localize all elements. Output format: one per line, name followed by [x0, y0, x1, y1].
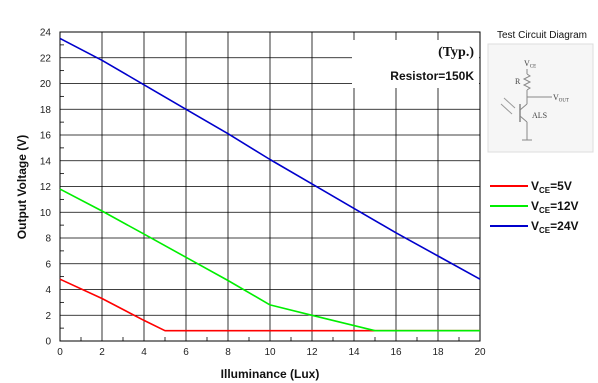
y-tick-label: 14: [40, 156, 52, 167]
x-tick-label: 6: [183, 347, 189, 358]
y-tick-label: 8: [45, 234, 51, 245]
y-tick-label: 18: [40, 105, 52, 116]
test-circuit-vce-label: VCE: [524, 59, 536, 70]
y-tick-label: 12: [40, 182, 52, 193]
x-tick-labels: 0 2 4 6 8 10 12 14 16 18 20: [57, 347, 486, 358]
series-lines: [59, 37, 481, 332]
series-line-3: [59, 37, 481, 280]
x-tick-label: 20: [474, 347, 486, 358]
transistor-collector: [519, 103, 528, 111]
light-arrow-icon-2: [500, 103, 513, 115]
legend-label-3: VCE=24V: [531, 219, 579, 235]
annotation-box: [352, 40, 479, 88]
x-tick-label: 12: [306, 347, 318, 358]
x-tick-label: 8: [225, 347, 231, 358]
x-tick-label: 10: [264, 347, 276, 358]
x-tick-label: 14: [348, 347, 360, 358]
x-tick-label: 0: [57, 347, 63, 358]
y-tick-label: 4: [45, 285, 51, 296]
legend: VCE=5V VCE=12V VCE=24V: [490, 179, 579, 235]
resistor-symbol: [522, 73, 532, 91]
x-tick-label: 16: [390, 347, 402, 358]
series-line-2: [59, 188, 480, 332]
y-axis-title: Output Voltage (V): [15, 135, 29, 239]
test-circuit-title: Test Circuit Diagram: [497, 30, 587, 41]
test-circuit-diagram: Test Circuit Diagram VCE R VOUT ALS: [487, 30, 594, 153]
test-circuit-vout-label: VOUT: [553, 93, 569, 104]
legend-label-1: VCE=5V: [531, 179, 572, 195]
light-arrow-icon: [503, 97, 516, 109]
y-tick-label: 0: [45, 337, 51, 348]
y-tick-label: 6: [45, 259, 51, 270]
annotation-resistor: Resistor=150K: [390, 69, 474, 83]
x-tick-label: 4: [141, 347, 147, 358]
y-tick-label: 24: [40, 28, 52, 39]
y-tick-label: 20: [40, 79, 52, 90]
y-tick-label: 2: [45, 311, 51, 322]
y-tick-label: 16: [40, 131, 52, 142]
x-tick-label: 18: [432, 347, 444, 358]
test-circuit-device-label: ALS: [532, 111, 547, 120]
minor-ticks: [60, 44, 460, 341]
y-tick-label: 10: [40, 208, 52, 219]
legend-label-2: VCE=12V: [531, 199, 579, 215]
test-circuit-resistor-label: R: [515, 77, 521, 86]
y-tick-label: 22: [40, 53, 52, 64]
transistor-emitter: [519, 115, 528, 123]
plot-frame: [59, 31, 481, 342]
x-tick-label: 2: [99, 347, 105, 358]
annotation-typ: (Typ.): [438, 45, 474, 60]
test-circuit-frame: [487, 43, 594, 153]
x-axis-title: Illuminance (Lux): [221, 367, 320, 381]
